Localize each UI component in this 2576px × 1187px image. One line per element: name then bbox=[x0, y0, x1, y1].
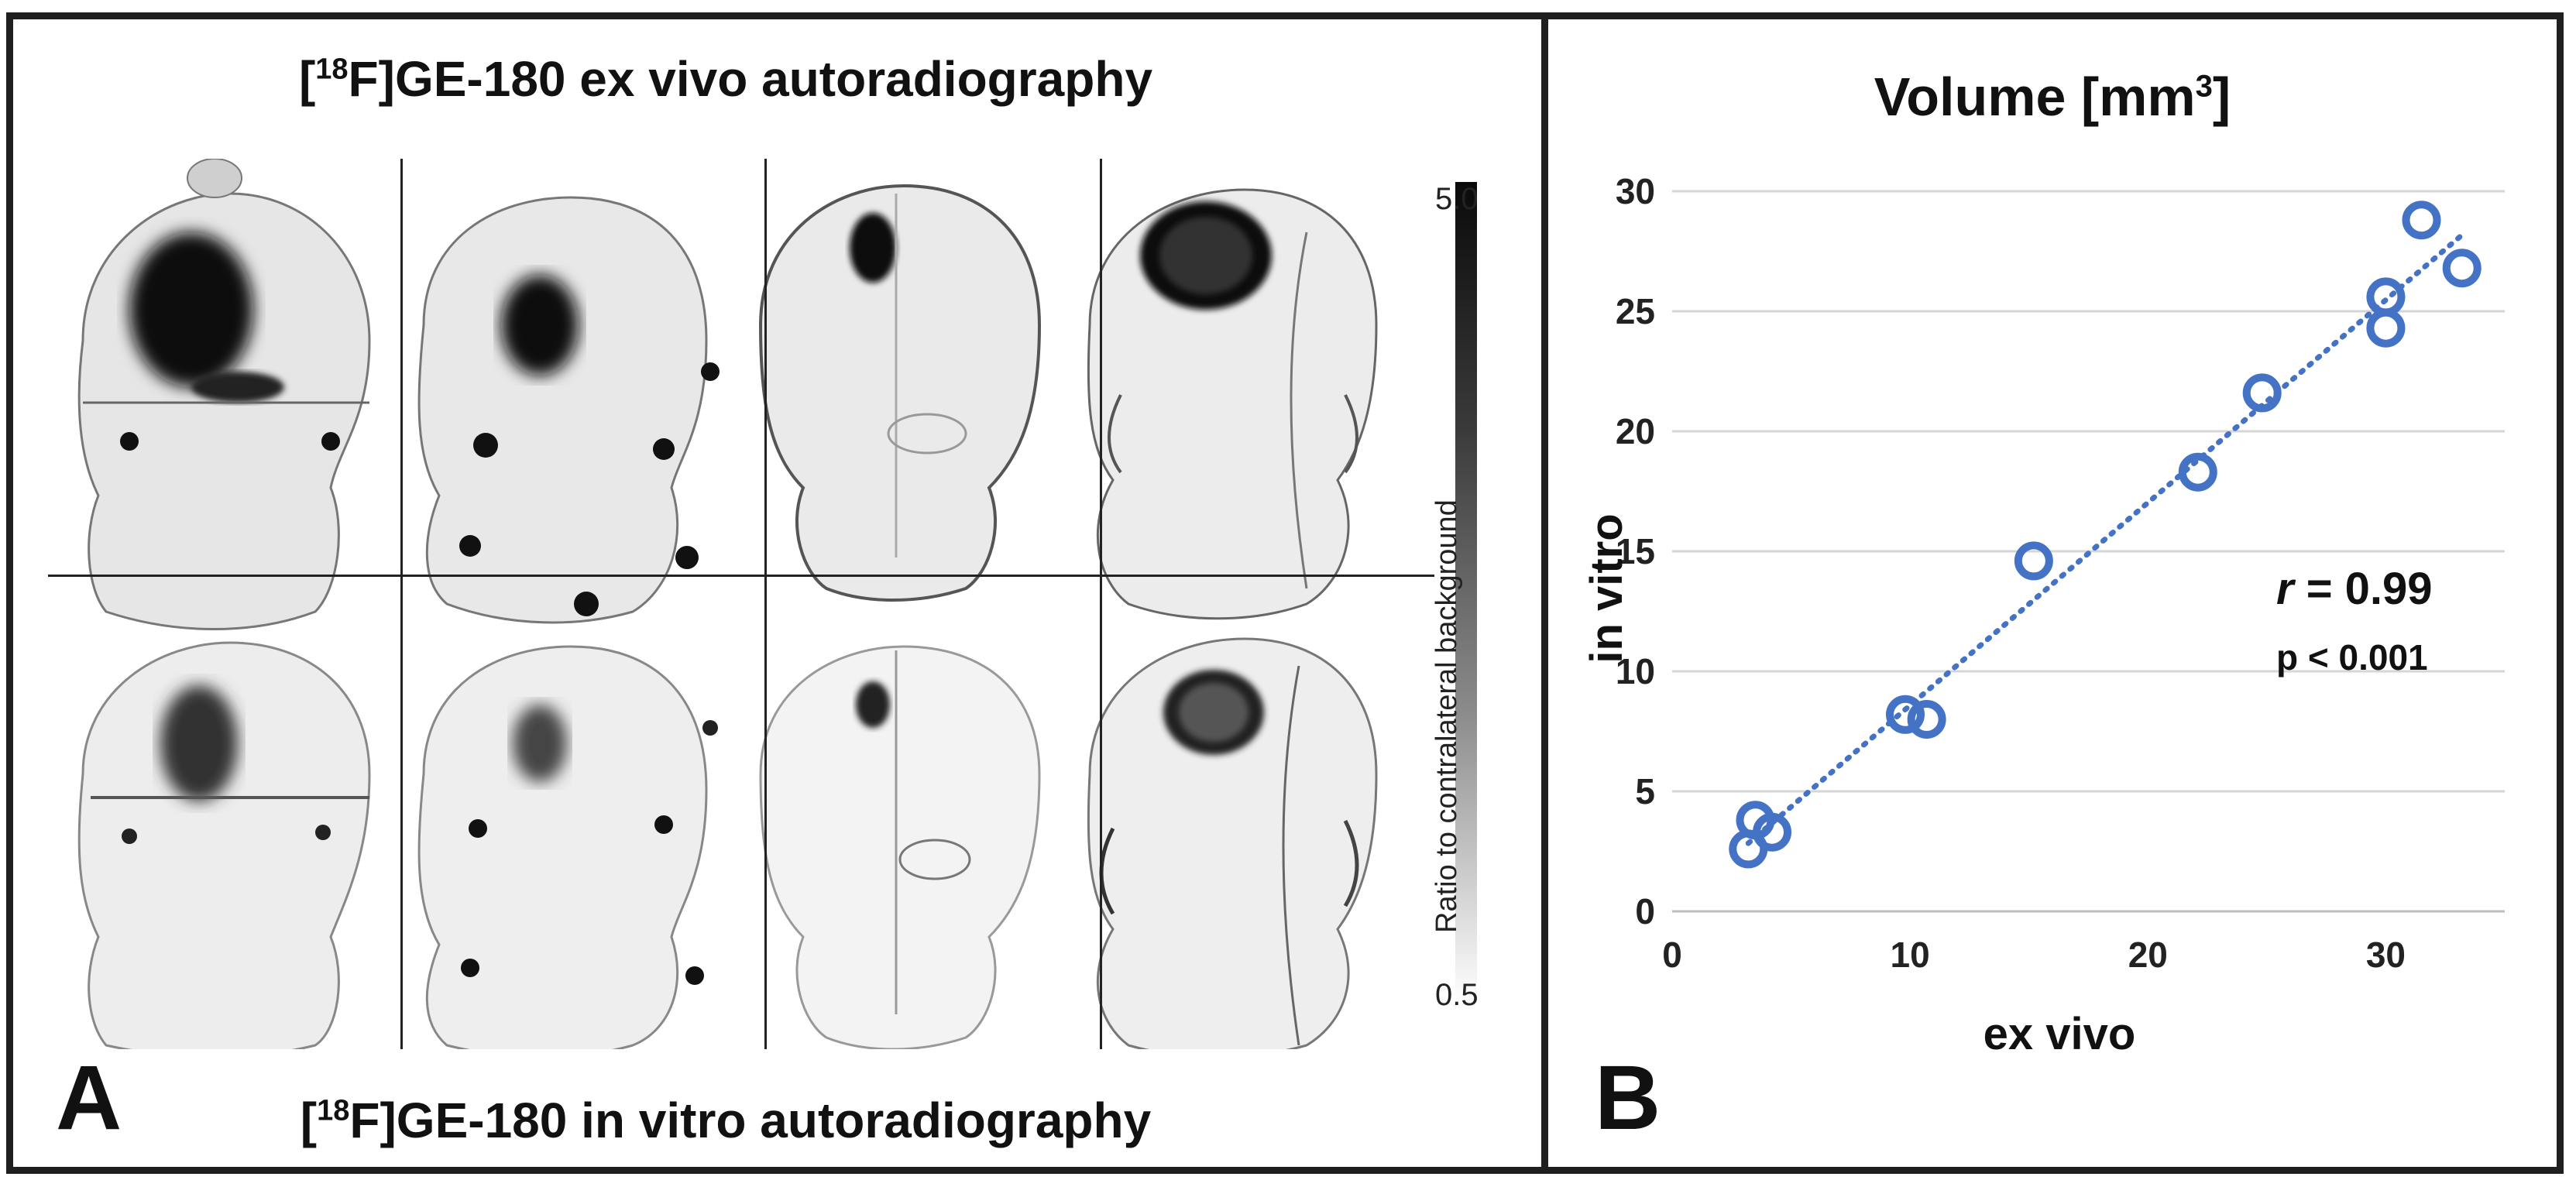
brain-ex-vivo-4 bbox=[1087, 188, 1378, 620]
x-tick-label: 0 bbox=[1662, 935, 1682, 975]
p-value: p < 0.001 bbox=[2276, 637, 2428, 678]
y-tick-label: 5 bbox=[1635, 771, 1655, 811]
grid-line bbox=[1100, 159, 1102, 1049]
panel-a-title-bottom: [18F]GE-180 in vitro autoradiography bbox=[300, 1093, 1152, 1148]
brain-in-vitro-1 bbox=[77, 641, 371, 1058]
r-statistic: r = 0.99 bbox=[2276, 564, 2433, 614]
r-symbol: r bbox=[2276, 564, 2296, 614]
scatter-chart: 0 5 10 15 20 25 30 0 10 20 30 ex vivo in vitro r =… bbox=[1582, 171, 2505, 1059]
autoradiography-grid bbox=[48, 158, 1434, 1058]
y-tick-label: 15 bbox=[1616, 531, 1655, 571]
x-axis-label: ex vivo bbox=[1984, 1009, 2136, 1059]
data-point bbox=[2366, 308, 2406, 348]
x-tick-label: 30 bbox=[2366, 935, 2406, 975]
data-point bbox=[2242, 373, 2282, 413]
trendline bbox=[1745, 232, 2465, 846]
data-point bbox=[2014, 541, 2053, 581]
grid-line bbox=[400, 159, 403, 1049]
x-tick-label: 20 bbox=[2128, 935, 2168, 975]
panel-a: [18F]GE-180 ex vivo autoradiography bbox=[13, 19, 1541, 1167]
panel-b: Volume [mm3] 0 5 10 15 20 25 30 0 10 20 30 ex vivo… bbox=[1548, 19, 2557, 1167]
panel-divider bbox=[1541, 12, 1548, 1174]
data-point bbox=[2442, 249, 2482, 288]
y-axis-label: in vitro bbox=[1582, 513, 1632, 663]
data-point bbox=[1907, 700, 1946, 739]
brain-ex-vivo-2 bbox=[417, 196, 720, 624]
data-point bbox=[2366, 277, 2406, 317]
y-tick-label: 30 bbox=[1616, 171, 1655, 211]
colorbar-max-label: 5.0 bbox=[1435, 182, 1479, 216]
grid-line bbox=[764, 159, 767, 1049]
panel-a-letter: A bbox=[56, 1047, 122, 1149]
figure-frame bbox=[6, 12, 2564, 1174]
colorbar bbox=[1455, 182, 1477, 1003]
x-tick-label: 10 bbox=[1891, 935, 1930, 975]
brain-images bbox=[77, 158, 1378, 1058]
y-tick-label: 25 bbox=[1616, 291, 1655, 331]
panel-b-letter: B bbox=[1595, 1047, 1661, 1149]
y-tick-label: 0 bbox=[1635, 891, 1655, 931]
brain-in-vitro-3 bbox=[759, 645, 1041, 1051]
y-tick-label: 20 bbox=[1616, 411, 1655, 451]
brain-ex-vivo-3 bbox=[758, 184, 1042, 602]
data-point bbox=[1753, 812, 1791, 852]
brain-ex-vivo-1 bbox=[77, 158, 371, 630]
brain-in-vitro-4 bbox=[1087, 637, 1378, 1058]
data-point bbox=[2178, 452, 2217, 492]
chart-title: Volume [mm3] bbox=[1874, 67, 2231, 127]
colorbar-min-label: 0.5 bbox=[1435, 978, 1479, 1012]
brain-in-vitro-2 bbox=[417, 645, 718, 1058]
data-point bbox=[2402, 201, 2441, 240]
data-point bbox=[1886, 695, 1925, 734]
panel-a-title-top: [18F]GE-180 ex vivo autoradiography bbox=[298, 51, 1153, 107]
colorbar-title: Ratio to contralateral background bbox=[1431, 499, 1463, 933]
y-tick-label: 10 bbox=[1616, 651, 1655, 691]
grid-line bbox=[48, 575, 1434, 577]
r-value: = 0.99 bbox=[2294, 564, 2433, 614]
